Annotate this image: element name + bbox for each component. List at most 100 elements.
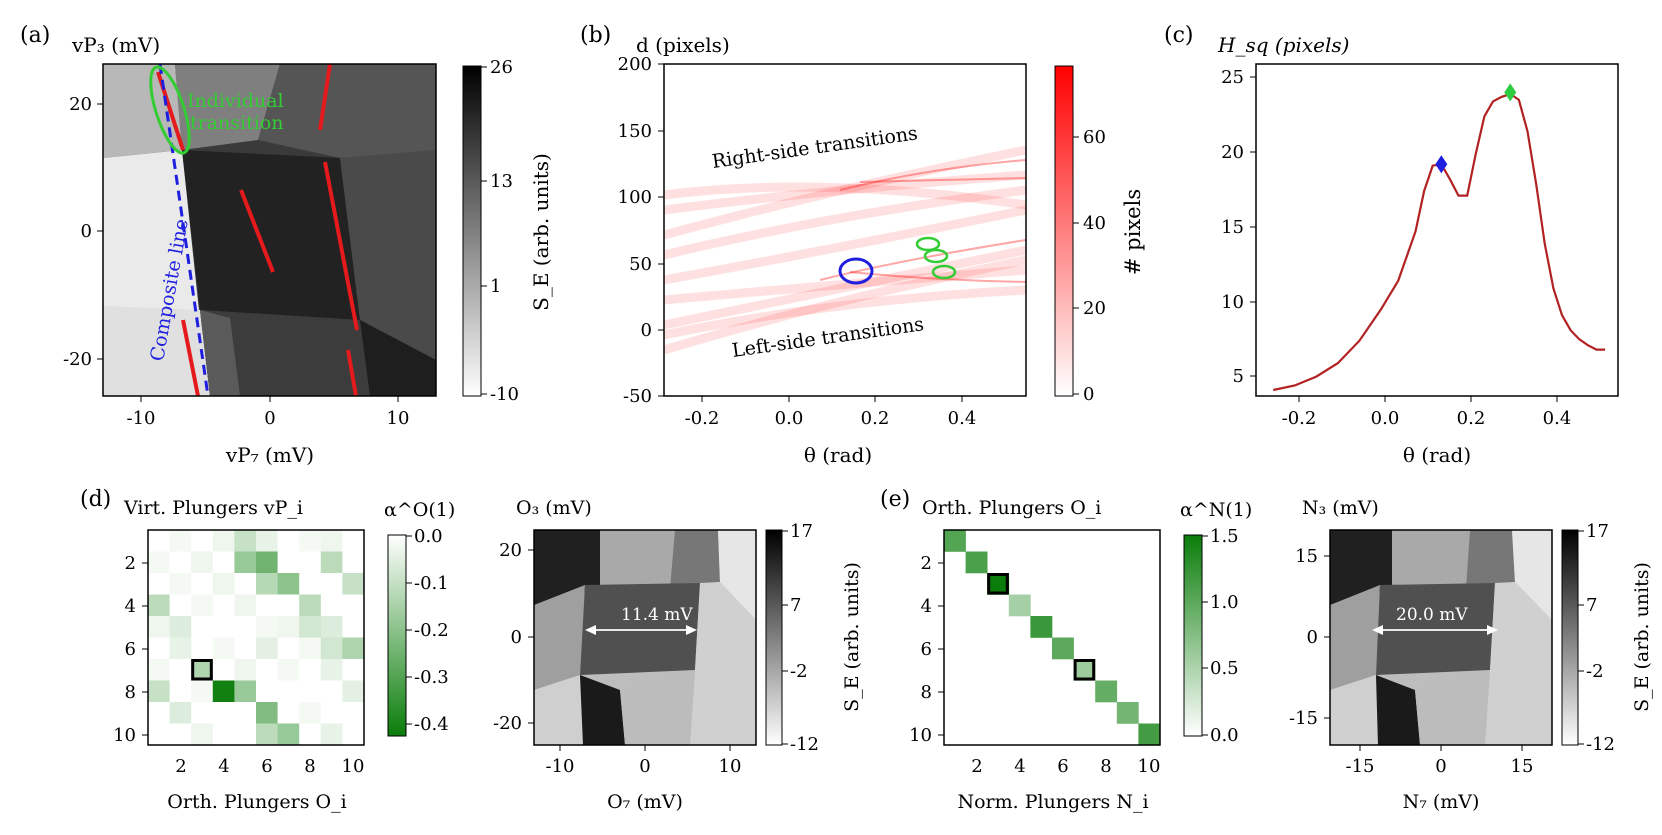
panel-c-plot: [1272, 83, 1606, 392]
composite-line: [158, 64, 210, 396]
matrix-cell: [256, 530, 278, 552]
panel-e2-xticks: -15 0 15: [1346, 745, 1533, 777]
svg-text:-0.1: -0.1: [414, 573, 449, 594]
panel-d-colorbar: [387, 534, 407, 737]
panel-d2-title: O₃ (mV): [516, 497, 592, 519]
panel-b-label: (b): [580, 23, 611, 48]
svg-text:60: 60: [1083, 127, 1106, 148]
svg-text:4: 4: [1014, 756, 1025, 777]
matrix-cell: [342, 723, 365, 746]
matrix-cell: [1008, 594, 1031, 617]
svg-text:8: 8: [125, 682, 136, 703]
panel-d-cbticks: 0.0 -0.1 -0.2 -0.3 -0.4: [406, 526, 449, 735]
transition-left-lower: [181, 319, 200, 396]
matrix-cell: [191, 702, 214, 724]
matrix-cell: [965, 551, 988, 574]
matrix-cell: [212, 573, 235, 595]
svg-text:15: 15: [1221, 217, 1244, 238]
matrix-cell: [299, 680, 322, 703]
panel-c-frame: [1255, 63, 1619, 397]
matrix-cell: [148, 551, 170, 574]
svg-text:-15: -15: [1346, 756, 1375, 777]
matrix-cell: [342, 594, 365, 617]
matrix-cell: [299, 573, 322, 595]
svg-text:6: 6: [1057, 756, 1068, 777]
matrix-cell: [234, 551, 257, 574]
svg-text:-2: -2: [790, 661, 808, 682]
panel-e2-title: N₃ (mV): [1302, 497, 1379, 519]
matrix-cell: [234, 530, 257, 552]
panel-a: (a) vP₃ (mV) Individual transition: [20, 23, 553, 467]
matrix-cell: [256, 702, 278, 724]
panel-e-cbticks: 1.5 1.0 0.5 0.0: [1202, 526, 1239, 746]
svg-text:-20: -20: [63, 349, 92, 370]
svg-text:-0.2: -0.2: [685, 408, 720, 429]
matrix-cell: [191, 594, 214, 617]
matrix-cell: [277, 680, 300, 703]
matrix-cell: [234, 573, 257, 595]
transition-right-middle: [239, 189, 275, 273]
panel-b-xlabel: θ (rad): [804, 443, 872, 467]
matrix-cell: [212, 637, 235, 660]
panel-e-yticks: 2 4 6 8 10: [909, 553, 944, 746]
svg-text:-0.4: -0.4: [414, 714, 449, 735]
matrix-cell: [1030, 616, 1053, 638]
panel-d2-cbticks: 17 7 -2 -12: [782, 521, 819, 755]
panel-b-frame: [663, 63, 1027, 397]
panel-b: (b) d (pixels) Ri: [580, 23, 1145, 467]
matrix-cell: [320, 594, 343, 617]
panel-d2-yticks: 20 0 -20: [493, 540, 534, 734]
matrix-cell: [148, 680, 170, 703]
matrix-cell: [256, 637, 278, 660]
svg-text:4: 4: [921, 596, 932, 617]
panel-d2-image: [534, 530, 756, 745]
svg-text:1: 1: [490, 276, 501, 297]
matrix-cell: [256, 680, 278, 703]
svg-text:0: 0: [1083, 384, 1094, 405]
matrix-cell: [256, 551, 278, 574]
svg-text:-12: -12: [790, 734, 819, 755]
panel-c: (c) H_sq (pixels) 5 10 15 20 25 -0.2 0.0…: [1164, 23, 1619, 467]
panel-d-cb-title: α^O(1): [384, 499, 455, 521]
panel-e2-xlabel: N₇ (mV): [1403, 791, 1480, 813]
matrix-cell: [342, 530, 365, 552]
matrix-cell: [277, 616, 300, 638]
matrix-cell: [212, 702, 235, 724]
panel-b-title: d (pixels): [636, 33, 730, 57]
panel-d-label: (d): [80, 487, 111, 512]
matrix-cell: [212, 594, 235, 617]
panel-e: (e) Orth. Plungers O_i 2 4 6 8 10 2 4 6 8 10…: [880, 487, 1252, 813]
matrix-cell: [299, 723, 322, 746]
svg-text:0: 0: [511, 627, 522, 648]
panel-e-colorbar: [1183, 534, 1203, 737]
matrix-cell: [148, 659, 170, 681]
panel-e-xticks: 2 4 6 8 10: [971, 756, 1160, 777]
matrix-cell: [277, 723, 300, 746]
panel-c-label: (c): [1164, 23, 1194, 48]
svg-text:0.0: 0.0: [1210, 725, 1239, 746]
svg-text:-50: -50: [623, 386, 652, 407]
matrix-cell: [169, 530, 192, 552]
matrix-cell: [299, 594, 322, 617]
annotation-right-side: Right-side transitions: [711, 122, 919, 173]
matrix-cell: [256, 616, 278, 638]
matrix-cell: [342, 616, 365, 638]
matrix-cell: [944, 530, 966, 552]
matrix-cell: [1138, 723, 1161, 746]
svg-text:20: 20: [1221, 142, 1244, 163]
matrix-cell: [320, 573, 343, 595]
svg-text:0.0: 0.0: [414, 526, 443, 547]
matrix-cell: [191, 680, 214, 703]
matrix-highlight: [987, 573, 1009, 595]
svg-text:0.0: 0.0: [775, 408, 804, 429]
transition-right-bottom: [346, 349, 358, 396]
panel-c-xticks: -0.2 0.0 0.2 0.4: [1282, 396, 1571, 429]
matrix-cell: [169, 594, 192, 617]
matrix-cell: [277, 551, 300, 574]
matrix-cell: [169, 680, 192, 703]
panel-e2-annotation: 20.0 mV: [1396, 605, 1468, 625]
matrix-cell: [342, 573, 365, 595]
matrix-cell: [191, 637, 214, 660]
matrix-cell: [212, 616, 235, 638]
matrix-cell: [277, 530, 300, 552]
